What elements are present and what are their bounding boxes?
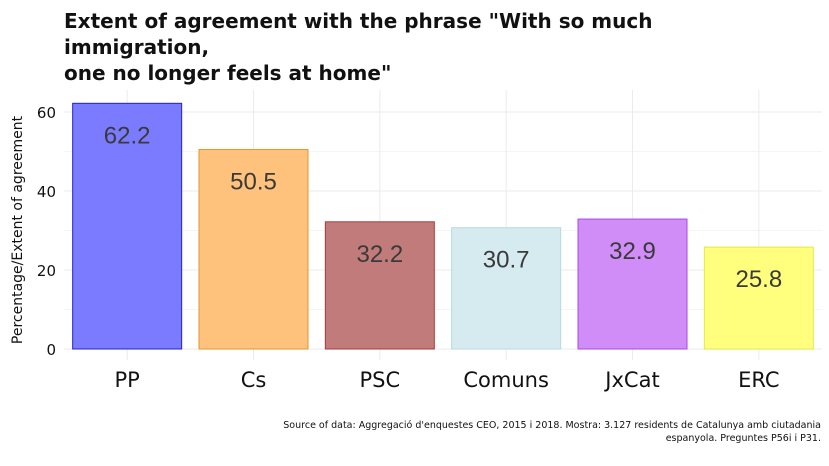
bar-pp — [72, 102, 183, 350]
bar-jxcat — [577, 218, 688, 350]
plot-panel — [64, 90, 822, 360]
bar-value-label: 25.8 — [735, 266, 782, 293]
x-tick-label: ERC — [738, 368, 779, 392]
y-tick-label: 0 — [46, 341, 56, 359]
chart-title: Extent of agreement with the phrase "Wit… — [64, 8, 804, 86]
source-caption-line-2: espanyola. Preguntes P56i i P31. — [665, 433, 821, 444]
bar-value-label: 30.7 — [483, 247, 530, 274]
bar-comuns — [451, 227, 562, 350]
chart-title-line-2: one no longer feels at home" — [64, 61, 392, 85]
x-tick-label: PSC — [359, 368, 400, 392]
bar-cs — [198, 149, 309, 350]
bar-value-label: 62.2 — [104, 122, 151, 149]
bar-value-label: 32.9 — [609, 238, 656, 265]
y-tick-label: 60 — [37, 104, 56, 122]
bar-psc — [324, 221, 435, 350]
source-caption: Source of data: Aggregació d'enquestes C… — [221, 419, 821, 445]
bar-erc — [703, 246, 814, 350]
chart-title-line-1: Extent of agreement with the phrase "Wit… — [64, 9, 653, 59]
bar-value-label: 32.2 — [356, 241, 403, 268]
x-tick-label: JxCat — [603, 368, 659, 392]
y-tick-label: 40 — [37, 183, 56, 201]
y-tick-label: 20 — [37, 262, 56, 280]
bar-value-label: 50.5 — [230, 169, 277, 196]
x-tick-label: Comuns — [463, 368, 549, 392]
source-caption-line-1: Source of data: Aggregació d'enquestes C… — [283, 420, 821, 431]
x-tick-label: Cs — [241, 368, 267, 392]
x-tick-label: PP — [115, 368, 140, 392]
